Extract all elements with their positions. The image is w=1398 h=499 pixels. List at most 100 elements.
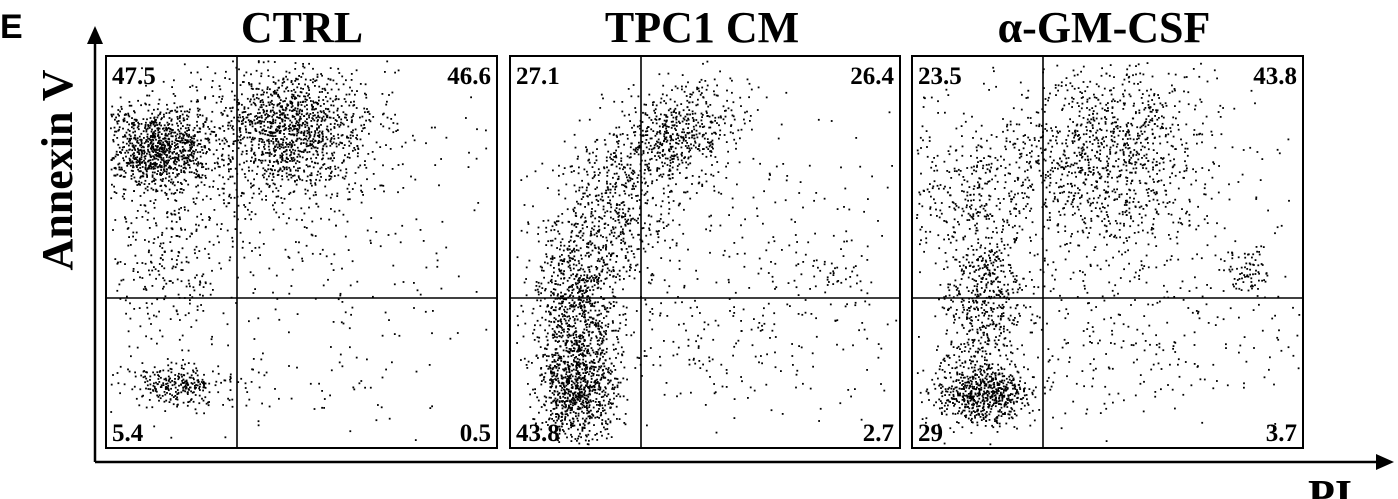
event-dot — [174, 381, 177, 384]
event-dot — [139, 204, 142, 206]
event-dot — [166, 168, 168, 171]
event-dot — [150, 165, 152, 168]
event-dot — [166, 149, 169, 152]
event-dot — [564, 418, 566, 421]
event-dot — [186, 129, 188, 132]
event-dot — [202, 122, 205, 125]
event-dot — [367, 153, 370, 155]
event-dot — [186, 372, 189, 375]
event-dot — [130, 222, 133, 225]
event-dot — [288, 365, 290, 367]
event-dot — [644, 202, 647, 204]
event-dot — [572, 284, 574, 286]
event-dot — [315, 178, 317, 181]
event-dot — [597, 410, 599, 413]
event-dot — [287, 117, 290, 120]
event-dot — [132, 231, 135, 234]
event-dot — [468, 151, 470, 154]
event-dot — [553, 360, 556, 363]
event-dot — [609, 421, 612, 424]
event-dot — [249, 113, 252, 115]
event-dot — [212, 243, 215, 246]
event-dot — [335, 82, 338, 85]
event-dot — [345, 93, 348, 96]
event-dot — [299, 115, 302, 118]
event-dot — [297, 124, 299, 126]
event-dot — [285, 87, 287, 90]
event-dot — [292, 141, 295, 144]
event-dot — [134, 138, 137, 141]
event-dot — [272, 120, 274, 123]
event-dot — [370, 217, 373, 219]
event-dot — [551, 281, 553, 284]
event-dot — [128, 345, 131, 348]
event-dot — [557, 359, 559, 361]
event-dot — [169, 241, 172, 243]
event-dot — [323, 407, 325, 409]
event-dot — [274, 135, 277, 137]
event-dot — [274, 121, 277, 124]
event-dot — [618, 418, 621, 420]
event-dot — [261, 89, 264, 92]
event-dot — [263, 110, 265, 113]
event-dot — [553, 393, 555, 396]
event-dot — [306, 124, 309, 127]
event-dot — [597, 168, 600, 171]
event-dot — [602, 376, 605, 379]
event-dot — [307, 85, 309, 88]
event-dot — [568, 419, 571, 422]
event-dot — [312, 145, 314, 148]
event-dot — [142, 376, 145, 379]
event-dot — [557, 293, 559, 296]
event-dot — [584, 372, 587, 374]
event-dot — [151, 132, 154, 135]
event-dot — [599, 403, 601, 405]
event-dot — [576, 357, 579, 360]
event-dot — [287, 158, 289, 160]
event-dot — [558, 415, 560, 417]
event-dot — [274, 388, 276, 390]
event-dot — [146, 380, 149, 383]
event-dot — [312, 112, 314, 114]
event-dot — [148, 399, 151, 401]
event-dot — [267, 134, 270, 137]
event-dot — [137, 142, 140, 144]
event-dot — [199, 151, 202, 153]
event-dot — [276, 104, 279, 107]
event-dot — [585, 220, 587, 223]
event-dot — [190, 398, 193, 400]
event-dot — [558, 330, 560, 333]
event-dot — [251, 169, 254, 172]
event-dot — [176, 263, 178, 266]
event-dot — [267, 96, 270, 99]
event-dot — [292, 108, 295, 111]
event-dot — [192, 129, 195, 132]
event-dot — [276, 126, 279, 128]
event-dot — [211, 343, 213, 346]
event-dot — [574, 387, 577, 390]
event-dot — [178, 235, 181, 238]
event-dot — [604, 412, 607, 415]
event-dot — [191, 383, 194, 385]
event-dot — [425, 142, 427, 145]
event-dot — [642, 227, 645, 229]
event-dot — [161, 265, 163, 268]
event-dot — [606, 428, 609, 430]
event-dot — [139, 167, 142, 169]
event-dot — [191, 84, 194, 87]
event-dot — [348, 152, 350, 155]
event-dot — [299, 150, 301, 153]
event-dot — [622, 305, 625, 308]
event-dot — [165, 387, 168, 390]
event-dot — [563, 314, 566, 316]
event-dot — [350, 73, 353, 75]
event-dot — [157, 127, 160, 130]
event-dot — [590, 212, 593, 215]
event-dot — [589, 240, 592, 243]
event-dot — [231, 175, 234, 178]
event-dot — [613, 392, 615, 395]
event-dot — [589, 417, 591, 420]
event-dot — [275, 138, 277, 140]
event-dot — [310, 120, 313, 122]
event-dot — [551, 361, 554, 363]
